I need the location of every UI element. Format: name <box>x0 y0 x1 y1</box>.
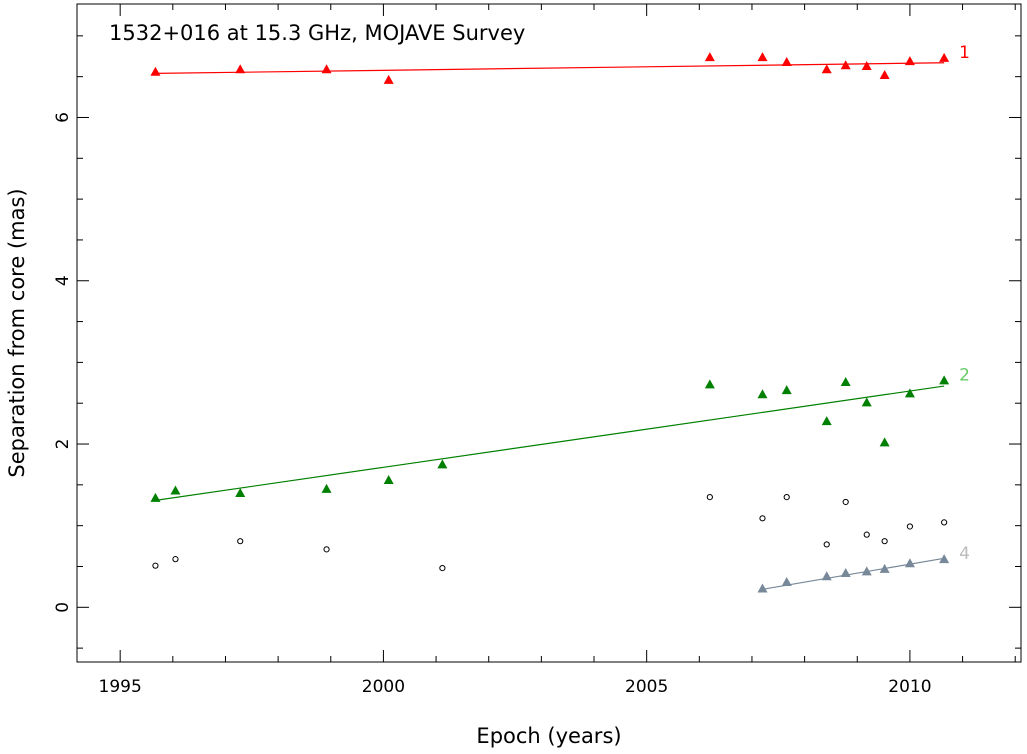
data-point-1 <box>939 52 950 62</box>
component-label-4: 4 <box>959 544 970 564</box>
data-point-2 <box>383 474 394 484</box>
data-point-2 <box>321 483 332 493</box>
x-tick-label: 1995 <box>99 677 142 697</box>
data-point-1 <box>861 61 872 71</box>
y-tick-label: 2 <box>53 439 73 450</box>
component-label-2: 2 <box>959 365 970 385</box>
data-point-1 <box>879 70 890 80</box>
data-point-2 <box>904 388 915 398</box>
y-axis-label: Separation from core (mas) <box>5 188 29 477</box>
data-point-2 <box>861 397 872 407</box>
data-point-1 <box>757 52 768 62</box>
x-tick-label: 2005 <box>625 677 668 697</box>
data-point-2 <box>437 459 448 469</box>
data-point-2 <box>150 492 161 502</box>
data-point-4 <box>939 554 950 564</box>
data-point-1 <box>781 56 792 66</box>
data-point-4 <box>861 566 872 576</box>
plot-frame <box>76 3 1022 663</box>
axis-ticks <box>77 4 1021 662</box>
data-point-unassigned <box>881 538 888 545</box>
y-tick-label: 0 <box>53 602 73 613</box>
data-point-2 <box>879 437 890 447</box>
component-label-1: 1 <box>959 43 970 63</box>
data-point-2 <box>757 389 768 399</box>
data-point-unassigned <box>823 541 830 548</box>
data-point-unassigned <box>863 531 870 538</box>
data-point-unassigned <box>906 523 914 530</box>
data-point-unassigned <box>706 493 713 501</box>
x-tick-label: 2000 <box>362 677 405 697</box>
data-point-unassigned <box>237 538 244 545</box>
fit-line-2 <box>155 385 945 501</box>
data-point-2 <box>781 385 792 395</box>
data-point-4 <box>781 576 792 586</box>
data-point-2 <box>821 416 832 426</box>
data-point-unassigned <box>172 556 179 563</box>
data-point-unassigned <box>439 565 446 572</box>
data-point-4 <box>840 568 851 578</box>
data-point-1 <box>235 64 246 74</box>
data-point-4 <box>821 571 832 581</box>
data-point-1 <box>904 56 915 66</box>
fit-line-1 <box>155 62 945 74</box>
data-point-2 <box>170 485 181 495</box>
data-point-4 <box>879 563 890 573</box>
data-point-unassigned <box>783 493 790 501</box>
data-point-2 <box>840 376 851 386</box>
y-tick-label: 6 <box>53 112 73 123</box>
data-point-1 <box>704 52 715 62</box>
data-point-1 <box>321 64 332 74</box>
data-point-2 <box>939 375 950 385</box>
data-point-2 <box>704 379 715 389</box>
data-point-unassigned <box>941 519 948 526</box>
data-point-1 <box>150 66 161 76</box>
data-point-unassigned <box>323 546 330 553</box>
data-point-4 <box>757 583 768 593</box>
data-marks <box>150 52 950 593</box>
data-point-1 <box>840 60 851 70</box>
x-axis-label: Epoch (years) <box>476 724 621 748</box>
data-point-1 <box>383 74 394 84</box>
fit-line-4 <box>762 557 945 590</box>
chart-title: 1532+016 at 15.3 GHz, MOJAVE Survey <box>109 21 525 45</box>
x-tick-label: 2010 <box>888 677 931 697</box>
data-point-unassigned <box>842 498 849 506</box>
data-point-4 <box>904 558 915 568</box>
data-point-1 <box>821 64 832 74</box>
data-point-2 <box>235 488 246 498</box>
data-point-unassigned <box>152 562 159 569</box>
y-tick-label: 4 <box>53 275 73 286</box>
data-point-unassigned <box>759 515 766 522</box>
